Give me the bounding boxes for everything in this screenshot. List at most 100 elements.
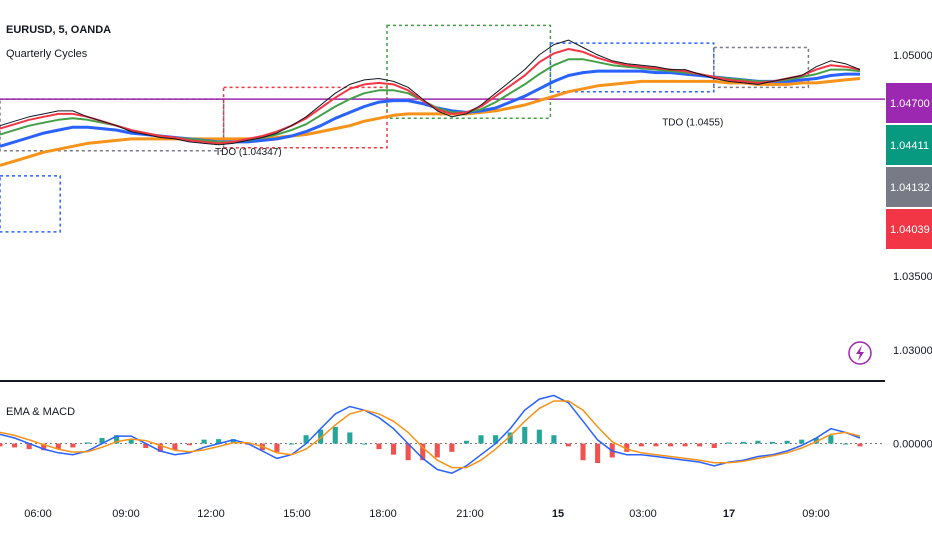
x-tick-label: 09:00 (112, 508, 140, 520)
price-tag-0: 1.04700 (890, 98, 930, 110)
histogram-bar (857, 443, 863, 447)
histogram-bar (842, 443, 848, 445)
cycle-box-5 (713, 46, 810, 89)
histogram-bar (84, 442, 91, 444)
histogram-bar (434, 443, 440, 458)
histogram-bar (813, 438, 819, 444)
histogram-bar (697, 443, 703, 447)
histogram-bar (26, 443, 32, 450)
histogram-bar (595, 443, 601, 463)
histogram-bar (769, 441, 776, 444)
histogram-bar (755, 440, 761, 444)
histogram-bar (230, 439, 236, 444)
histogram-bar (376, 443, 382, 450)
price-tag-2: 1.04132 (890, 182, 930, 194)
lower-pane-title: EMA & MACD (6, 406, 76, 418)
histogram-bar (318, 429, 324, 444)
price-tag-bg-1 (886, 125, 932, 165)
histogram-bar (347, 432, 353, 444)
y-tick-label: 1.03500 (893, 271, 932, 283)
indicator-label: Quarterly Cycles (6, 48, 88, 60)
cycle-box-3 (386, 24, 552, 120)
histogram-bar (70, 443, 76, 448)
series-price (0, 39, 861, 146)
price-tag-bg-2 (886, 167, 932, 207)
series-ema-long (0, 77, 861, 167)
histogram-bar (478, 435, 484, 444)
histogram-bar (463, 440, 469, 444)
histogram-bar (128, 439, 134, 444)
lower-y-tick-label: 0.00000 (893, 439, 932, 451)
x-tick-label: 17 (723, 508, 735, 520)
price-tag-3: 1.04039 (890, 224, 930, 236)
series-ema-fast (0, 48, 861, 145)
histogram-bar (99, 438, 105, 444)
x-tick-label: 12:00 (197, 508, 225, 520)
histogram-bar (799, 439, 805, 444)
histogram-bar (216, 439, 222, 444)
macd-pane: 0.00000 (0, 394, 932, 474)
histogram-bar (726, 442, 732, 444)
histogram-bar (55, 443, 61, 450)
histogram-bar (667, 443, 674, 447)
histogram-bar (201, 439, 207, 444)
lightning-icon[interactable] (848, 341, 872, 365)
y-tick-label: 1.05000 (893, 50, 932, 62)
histogram-bar (624, 443, 630, 452)
histogram-bar (391, 443, 397, 455)
histogram-bar (274, 443, 280, 452)
histogram-bar (740, 441, 746, 444)
histogram-bar (303, 435, 309, 444)
symbol-label: EURUSD, 5, OANDA (6, 24, 112, 36)
x-tick-label: 09:00 (802, 508, 830, 520)
histogram-bar (361, 443, 367, 445)
histogram-bar (114, 435, 120, 444)
x-tick-label: 03:00 (629, 508, 657, 520)
series-macd (0, 394, 861, 474)
histogram-bar (332, 426, 338, 444)
histogram-bar (653, 443, 659, 447)
x-tick-label: 06:00 (24, 508, 52, 520)
histogram-bar (0, 443, 3, 447)
price-tags: 1.04700 1.04411 1.04132 1.04039 (886, 83, 932, 249)
histogram-bar (580, 443, 586, 461)
histogram-bar (288, 443, 295, 445)
histogram-bar (186, 443, 193, 446)
histogram-bar (507, 432, 513, 444)
price-tag-1: 1.04411 (890, 140, 929, 152)
price-tag-bg-0 (886, 83, 932, 123)
histogram-bar (172, 443, 178, 451)
histogram-bar (405, 443, 411, 461)
x-tick-label: 15 (552, 508, 564, 520)
cycle-box-1 (0, 175, 61, 233)
histogram-bar (12, 443, 18, 448)
time-axis: 06:00 09:00 12:00 15:00 18:00 21:00 15 03:00 17 0… (24, 508, 830, 520)
histogram-bar (420, 443, 426, 461)
histogram-bar (565, 443, 572, 447)
histogram-bar (157, 443, 163, 452)
histogram-bar (784, 440, 790, 444)
tdo-label-0: TDO (1.04347) (215, 147, 282, 158)
histogram-bar (493, 435, 499, 444)
histogram-bar (711, 443, 717, 448)
histogram-bar (638, 443, 644, 447)
x-tick-label: 18:00 (369, 508, 397, 520)
x-tick-label: 21:00 (456, 508, 484, 520)
tdo-label-1: TDO (1.0455) (662, 117, 723, 128)
histogram-bar (682, 443, 688, 447)
histogram-bar (551, 435, 557, 444)
histogram-bar (828, 435, 834, 444)
cycle-boxes (0, 24, 810, 233)
histogram-bar (41, 443, 47, 451)
histogram-bar (536, 429, 542, 444)
y-tick-label: 1.03000 (893, 345, 932, 357)
tdo-annotations: TDO (1.04347) TDO (1.0455) (215, 117, 723, 158)
price-tag-bg-3 (886, 209, 932, 249)
histogram-bar (449, 443, 455, 452)
series-signal (0, 400, 861, 469)
histogram-bar (522, 426, 528, 444)
price-series (0, 39, 861, 167)
x-tick-label: 15:00 (283, 508, 311, 520)
histogram-bar (143, 443, 149, 448)
